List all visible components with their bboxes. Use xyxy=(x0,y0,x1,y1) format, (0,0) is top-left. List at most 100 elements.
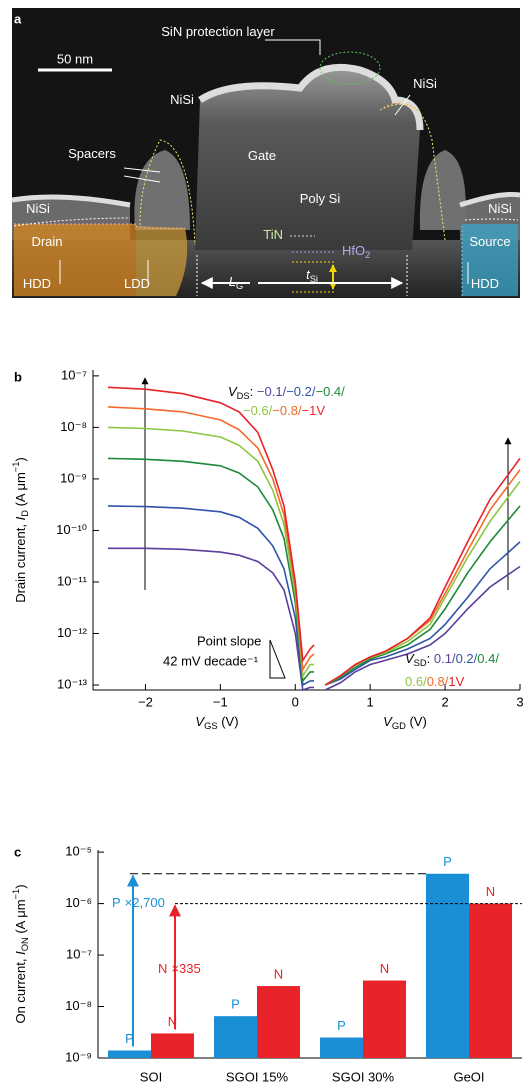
bar xyxy=(108,1050,151,1058)
panel-label: b xyxy=(14,369,22,384)
image-label: HDD xyxy=(23,276,51,291)
image-label-part: NiSi xyxy=(170,92,194,107)
bar-label: N xyxy=(274,966,283,981)
outline xyxy=(14,223,186,230)
legend-title: VSD: 0.1/0.2/0.4/ xyxy=(405,651,499,668)
leader xyxy=(59,260,469,284)
nisi-edge xyxy=(11,194,131,208)
legend: 0.6/0.8/1V xyxy=(405,674,465,689)
bar xyxy=(257,986,300,1058)
image-label-part: SiN protection layer xyxy=(161,24,275,39)
legend-entry: 1V xyxy=(448,674,464,689)
y-tick-label: 10⁻⁹ xyxy=(65,1049,92,1064)
y-tick-label: 10⁻⁶ xyxy=(65,895,92,910)
legend-separator: / xyxy=(445,674,449,689)
legend-entry: −0.8 xyxy=(272,403,298,418)
y-axis-label-part: ON xyxy=(20,937,30,951)
legend-entry: −1V xyxy=(302,403,326,418)
legend-separator: / xyxy=(423,674,427,689)
x-tick-label: 0 xyxy=(292,694,299,709)
y-axis-label-part: −1 xyxy=(11,462,21,473)
y-tick-label: 10⁻⁸ xyxy=(65,998,92,1013)
curve xyxy=(107,386,315,663)
curve xyxy=(107,406,315,673)
bar xyxy=(363,980,406,1058)
slope-triangle xyxy=(269,639,286,679)
annotation-name: N xyxy=(158,961,167,976)
y-axis-label-part: (A μm xyxy=(13,899,28,937)
legend-separator: / xyxy=(269,403,273,418)
image-label: HDD xyxy=(471,276,499,291)
bar-label: N xyxy=(486,884,495,899)
image-label: NiSi xyxy=(413,76,437,91)
image-label-part: t xyxy=(306,267,311,282)
curve xyxy=(107,505,314,687)
image-label: NiSi xyxy=(26,201,50,216)
legend-separator: / xyxy=(298,403,302,418)
image-label-part: HDD xyxy=(471,276,499,291)
image-label: LDD xyxy=(124,276,150,291)
bar-label: N xyxy=(168,1014,177,1029)
annotation: Point slope xyxy=(197,633,261,648)
y-axis-label-part: I xyxy=(13,951,28,955)
legend: −0.6/−0.8/−1V xyxy=(243,403,325,418)
leader xyxy=(394,94,411,116)
x-axis-label-part: (V) xyxy=(218,714,239,729)
outline xyxy=(13,217,131,227)
image-label-part: NiSi xyxy=(413,76,437,91)
y-tick-label: 10⁻⁵ xyxy=(65,844,92,859)
image-label: Source xyxy=(469,234,510,249)
y-axis-label: Drain current, ID (A μm−1) xyxy=(11,457,30,603)
legend-entry: 0.4 xyxy=(477,651,495,666)
x-axis-label-part: GD xyxy=(392,721,406,731)
y-tick-label: 10⁻⁹ xyxy=(60,470,87,485)
outline xyxy=(319,51,381,85)
y-tick-label: 10⁻⁷ xyxy=(66,947,92,962)
y-axis-label-part: On current, xyxy=(13,955,28,1024)
legend-entry: 0.8 xyxy=(427,674,445,689)
y-axis-label: On current, ION (A μm−1) xyxy=(11,884,30,1023)
spacer-right xyxy=(419,150,466,230)
x-axis-label-part: GS xyxy=(204,721,218,731)
legend-title: VDS: −0.1/−0.2/−0.4/ xyxy=(228,384,345,401)
nisi-edge xyxy=(459,192,521,208)
y-tick-label: 10⁻¹⁰ xyxy=(56,522,87,537)
legend-entry: 0.1 xyxy=(434,651,452,666)
x-axis-label: VGS (V) xyxy=(195,714,238,731)
y-axis-label-part: D xyxy=(20,510,30,517)
legend-entry: 0.2 xyxy=(456,651,474,666)
legend-separator: / xyxy=(283,384,287,399)
x-tick-label: 2 xyxy=(441,694,448,709)
image-label: Spacers xyxy=(68,146,116,161)
bar xyxy=(469,903,512,1058)
annotation: N ×335 xyxy=(158,961,201,976)
legend-title-part: : xyxy=(250,384,257,399)
legend-separator: / xyxy=(474,651,478,666)
image-label: tSi xyxy=(306,267,318,284)
x-axis-label-part: V xyxy=(383,714,393,729)
y-axis-label-part: I xyxy=(13,516,28,520)
legend-separator: / xyxy=(341,384,345,399)
image-label: LG xyxy=(229,274,244,291)
curve xyxy=(107,457,314,683)
image-label: Gate xyxy=(248,148,276,163)
bar-label: P xyxy=(443,854,452,869)
curve xyxy=(108,547,314,692)
bar xyxy=(151,1033,194,1058)
image-label-part: Si xyxy=(310,274,318,284)
annotation-value: ×335 xyxy=(171,961,200,976)
y-axis-label-part: ) xyxy=(13,457,28,461)
image-label-part: Gate xyxy=(248,148,276,163)
drain-region xyxy=(14,224,136,296)
bar xyxy=(320,1037,363,1058)
bar-label: P xyxy=(231,997,240,1012)
leader xyxy=(265,39,321,55)
x-axis-label-part: (V) xyxy=(406,714,427,729)
x-axis-label: VGD (V) xyxy=(383,714,427,731)
source-region xyxy=(462,224,518,296)
outline xyxy=(379,103,446,241)
annotation-value: ×2,700 xyxy=(125,895,165,910)
image-label: NiSi xyxy=(170,92,194,107)
curve xyxy=(324,457,521,686)
y-axis-label-part: Drain current, xyxy=(13,520,28,602)
